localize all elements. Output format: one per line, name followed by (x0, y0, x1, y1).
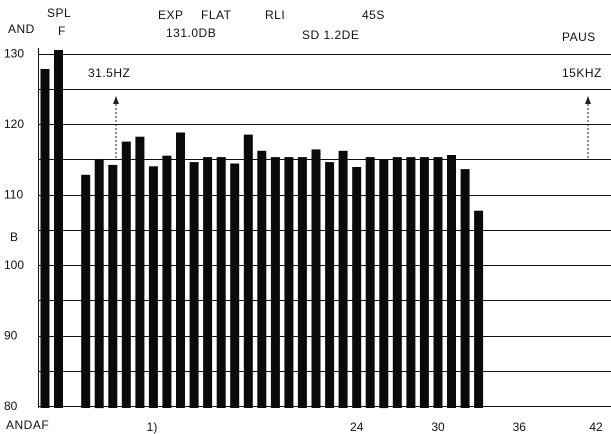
bar (216, 157, 226, 408)
bar (311, 149, 321, 408)
f-label: F (58, 24, 66, 38)
bar (352, 167, 362, 408)
bar (230, 163, 240, 408)
bar (203, 157, 213, 408)
marker-arrowhead (585, 96, 591, 104)
and-label: AND (8, 22, 35, 36)
y-tick-labels: 80 90 100 110 120 130 B (4, 47, 24, 414)
exp-label: EXP (158, 8, 184, 22)
time-45s-label: 45S (362, 8, 385, 22)
sd-readout: SD 1.2DE (302, 28, 360, 42)
level-readout: 131.0DB (166, 26, 217, 40)
bar (81, 174, 91, 408)
bar (338, 150, 348, 409)
bar (406, 157, 416, 408)
y-tick-label: 120 (4, 117, 24, 131)
y-tick-label: 110 (4, 188, 23, 202)
bar (148, 166, 158, 408)
markers (113, 96, 591, 160)
bar (108, 164, 118, 408)
bar (419, 157, 429, 408)
rli-label: RLI (265, 8, 286, 22)
y-tick-label: 100 (4, 258, 24, 272)
bar (297, 157, 307, 408)
y-tick-label: 90 (4, 329, 18, 343)
bar (162, 155, 172, 408)
bar (433, 157, 443, 408)
bar (257, 150, 267, 409)
bar (94, 159, 104, 409)
x-tick-labels: 1) 24 30 36 42 (147, 420, 603, 434)
x-tick-label: 36 (513, 420, 527, 434)
grid (38, 48, 611, 408)
x-tick-label: 30 (431, 420, 445, 434)
bar (447, 155, 456, 408)
y-axis-label: B (10, 230, 18, 244)
bar (189, 162, 199, 408)
high-freq-marker-label: 15KHZ (562, 66, 602, 80)
bars (40, 50, 484, 409)
y-tick-label: 80 (4, 399, 18, 413)
bar (325, 162, 335, 408)
bar (379, 159, 389, 409)
bar (243, 134, 253, 408)
x-tick-label: 24 (350, 420, 364, 434)
x-tick-label: 42 (589, 420, 603, 434)
spl-label: SPL (47, 6, 72, 20)
low-freq-marker-label: 31.5HZ (88, 66, 131, 80)
bar (270, 157, 280, 408)
bar (392, 157, 402, 408)
marker-arrowhead (113, 96, 119, 104)
bar (365, 157, 375, 408)
bar (121, 141, 131, 408)
bar (40, 69, 50, 408)
bottom-left-label: ANDAF (6, 418, 50, 432)
bar (460, 169, 470, 408)
bar (54, 50, 63, 408)
y-tick-label: 130 (4, 47, 24, 61)
bar (284, 157, 294, 408)
x-tick-label: 1) (147, 420, 158, 434)
bar (176, 132, 185, 408)
bar (135, 136, 145, 408)
pause-label: PAUS (562, 30, 596, 44)
flat-label: FLAT (201, 8, 232, 22)
bar (474, 210, 484, 408)
